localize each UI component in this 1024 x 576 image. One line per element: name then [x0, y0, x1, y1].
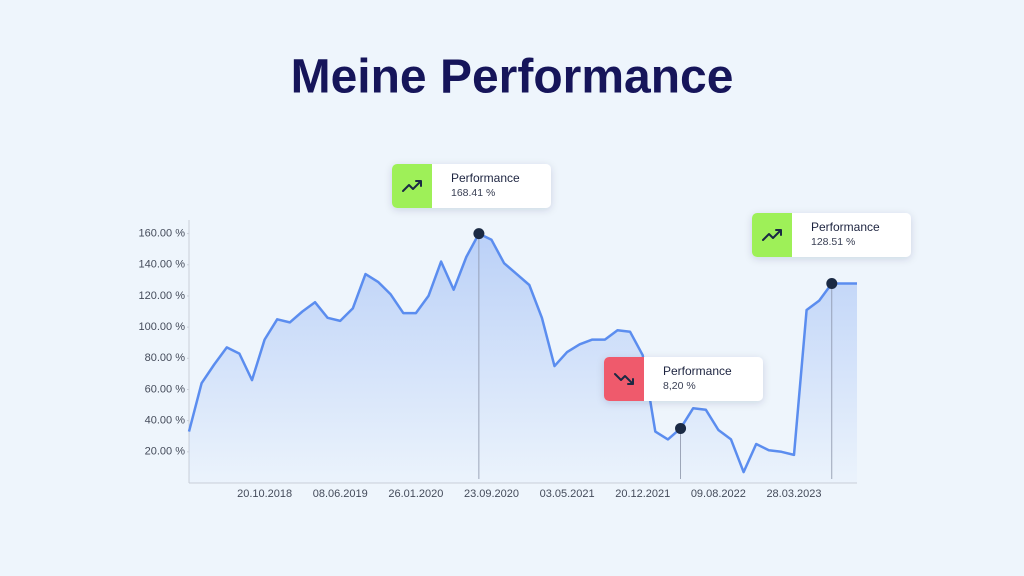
x-tick-label: 03.05.2021	[540, 488, 595, 500]
callout-dot	[826, 277, 838, 289]
x-tick-label: 09.08.2022	[691, 488, 746, 500]
callout-badge	[752, 213, 792, 257]
x-tick-label: 26.01.2020	[388, 488, 443, 500]
callout-label: Performance	[811, 220, 880, 234]
callout: Performance 168.41 %	[392, 164, 551, 208]
y-tick-label: 80.00 %	[145, 352, 186, 364]
callout-label: Performance	[663, 364, 732, 378]
y-tick-label: 160.00 %	[139, 227, 186, 239]
y-tick-label: 100.00 %	[139, 321, 186, 333]
callout-value: 128.51 %	[811, 236, 855, 248]
callout-value: 168.41 %	[451, 187, 495, 199]
y-tick-label: 60.00 %	[145, 383, 186, 395]
callout: Performance 128.51 %	[752, 213, 911, 257]
line	[187, 232, 857, 474]
x-tick-label: 28.03.2023	[766, 488, 821, 500]
callout-label: Performance	[451, 171, 520, 185]
y-tick-label: 40.00 %	[145, 415, 186, 427]
callout-value: 8,20 %	[663, 380, 696, 392]
x-tick-label: 08.06.2019	[313, 488, 368, 500]
x-tick-label: 20.10.2018	[237, 488, 292, 500]
x-tick-label: 23.09.2020	[464, 488, 519, 500]
trend-icon	[402, 180, 422, 192]
callout-dot	[675, 422, 687, 434]
area	[189, 233, 857, 483]
y-tick-label: 20.00 %	[145, 446, 186, 458]
callout-dot	[473, 228, 485, 240]
y-tick-label: 140.00 %	[139, 259, 186, 271]
callout-badge	[604, 357, 644, 401]
y-tick-label: 120.00 %	[139, 290, 186, 302]
trend-icon	[762, 229, 782, 241]
chart-title: Meine Performance	[291, 51, 734, 104]
trend-icon	[614, 373, 634, 385]
callout: Performance 8,20 %	[604, 357, 763, 401]
x-tick-label: 20.12.2021	[615, 488, 670, 500]
callout-badge	[392, 164, 432, 208]
